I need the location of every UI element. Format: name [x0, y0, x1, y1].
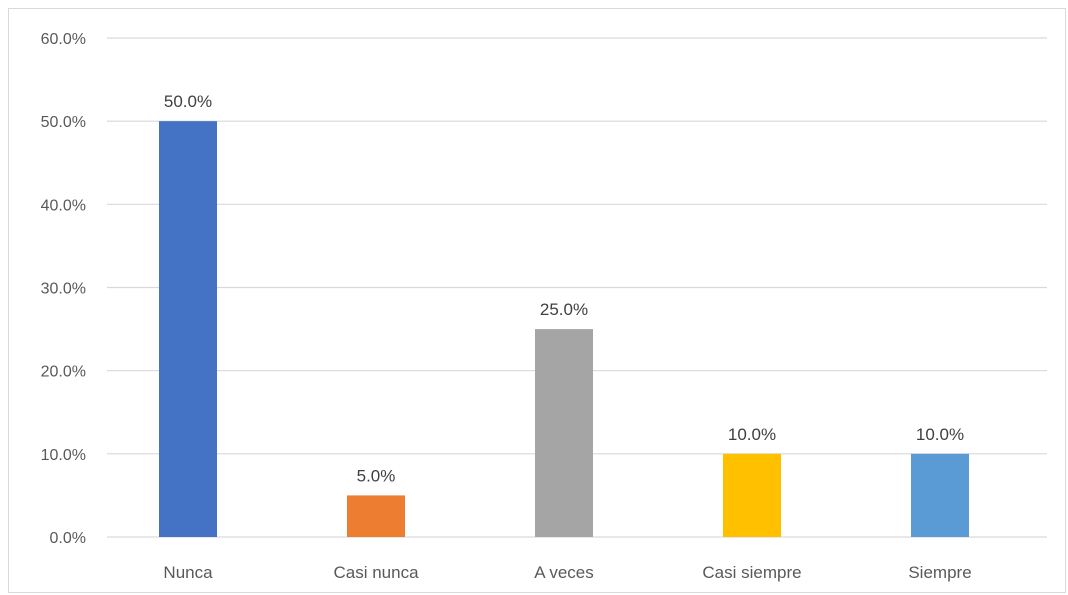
bar-siempre — [911, 453, 969, 537]
y-tick-label: 60.0% — [41, 31, 86, 48]
data-label: 25.0% — [540, 300, 588, 319]
data-label: 50.0% — [164, 92, 212, 111]
data-labels: 50.0% 5.0% 25.0% 10.0% 10.0% — [164, 92, 964, 485]
y-tick-label: 20.0% — [41, 364, 86, 381]
data-label: 5.0% — [357, 466, 396, 485]
y-tick-label: 10.0% — [41, 447, 86, 464]
category-label: Nunca — [163, 563, 213, 582]
y-tick-label: 50.0% — [41, 114, 86, 131]
data-label: 10.0% — [728, 425, 776, 444]
y-axis-tick-labels: 0.0% 10.0% 20.0% 30.0% 40.0% 50.0% 60.0% — [41, 31, 86, 547]
bar-casi-nunca — [347, 495, 405, 537]
category-label: Casi nunca — [333, 563, 419, 582]
data-label: 10.0% — [916, 425, 964, 444]
bars — [159, 121, 969, 538]
y-tick-label: 40.0% — [41, 197, 86, 214]
y-tick-label: 30.0% — [41, 281, 86, 298]
bar-a-veces — [535, 329, 593, 537]
category-label: Siempre — [908, 563, 971, 582]
x-axis-category-labels: Nunca Casi nunca A veces Casi siempre Siempr… — [163, 563, 971, 582]
y-tick-label: 0.0% — [50, 530, 86, 547]
gridlines — [107, 37, 1047, 538]
bar-casi-siempre — [723, 453, 781, 537]
category-label: Casi siempre — [702, 563, 801, 582]
category-label: A veces — [534, 563, 594, 582]
bar-nunca — [159, 121, 217, 538]
